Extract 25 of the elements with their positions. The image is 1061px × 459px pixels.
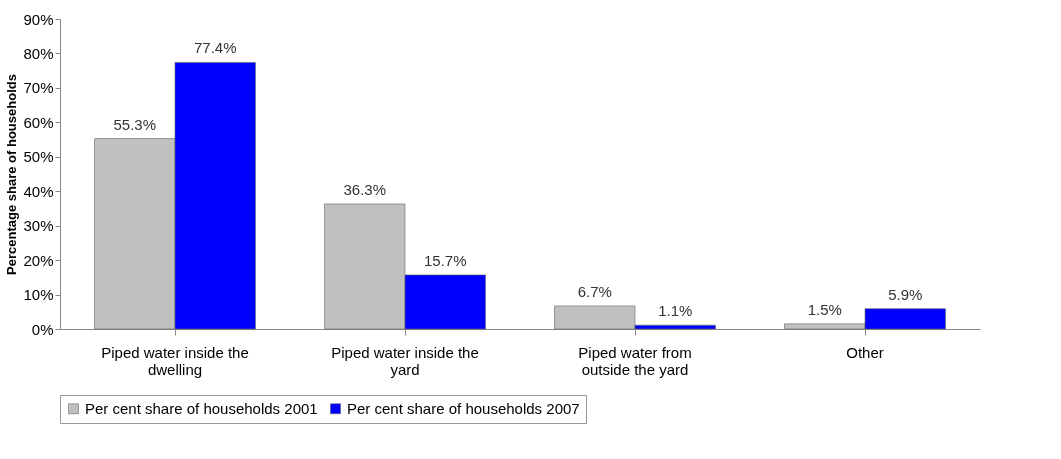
- data-label: 77.4%: [193, 39, 237, 57]
- data-label: 36.3%: [343, 180, 387, 198]
- legend-label: Per cent share of households 2007: [347, 399, 580, 417]
- y-tick-label: 20%: [23, 251, 54, 269]
- data-label: 6.7%: [577, 282, 612, 300]
- data-label: 15.7%: [423, 251, 467, 269]
- data-label: 1.5%: [807, 300, 842, 318]
- y-tick-label: 90%: [23, 10, 54, 28]
- y-tick-label: 0%: [31, 320, 54, 338]
- x-tick-label: Piped water inside the dwelling: [101, 343, 249, 378]
- y-tick-label: 50%: [23, 148, 54, 166]
- y-tick-label: 10%: [23, 286, 54, 304]
- y-tick-label: 80%: [23, 44, 54, 62]
- y-tick-label: 60%: [23, 113, 54, 131]
- data-label: 5.9%: [888, 285, 923, 303]
- y-tick-label: 30%: [23, 217, 54, 235]
- data-label: 55.3%: [113, 115, 157, 133]
- data-label: 1.1%: [658, 302, 693, 320]
- y-tick-label: 70%: [23, 79, 54, 97]
- y-tick-label: 40%: [23, 182, 54, 200]
- x-tick-label: Piped water inside the yard: [331, 343, 479, 378]
- x-tick-label: Other: [846, 343, 884, 361]
- x-tick-label: Piped water from outside the yard: [578, 343, 692, 378]
- legend-label: Per cent share of households 2001: [85, 399, 318, 417]
- y-axis-title: Percentage share of households: [4, 74, 20, 275]
